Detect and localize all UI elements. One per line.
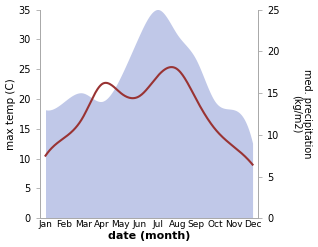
X-axis label: date (month): date (month) xyxy=(108,231,190,242)
Y-axis label: med. precipitation
(kg/m2): med. precipitation (kg/m2) xyxy=(291,69,313,159)
Y-axis label: max temp (C): max temp (C) xyxy=(5,78,16,150)
